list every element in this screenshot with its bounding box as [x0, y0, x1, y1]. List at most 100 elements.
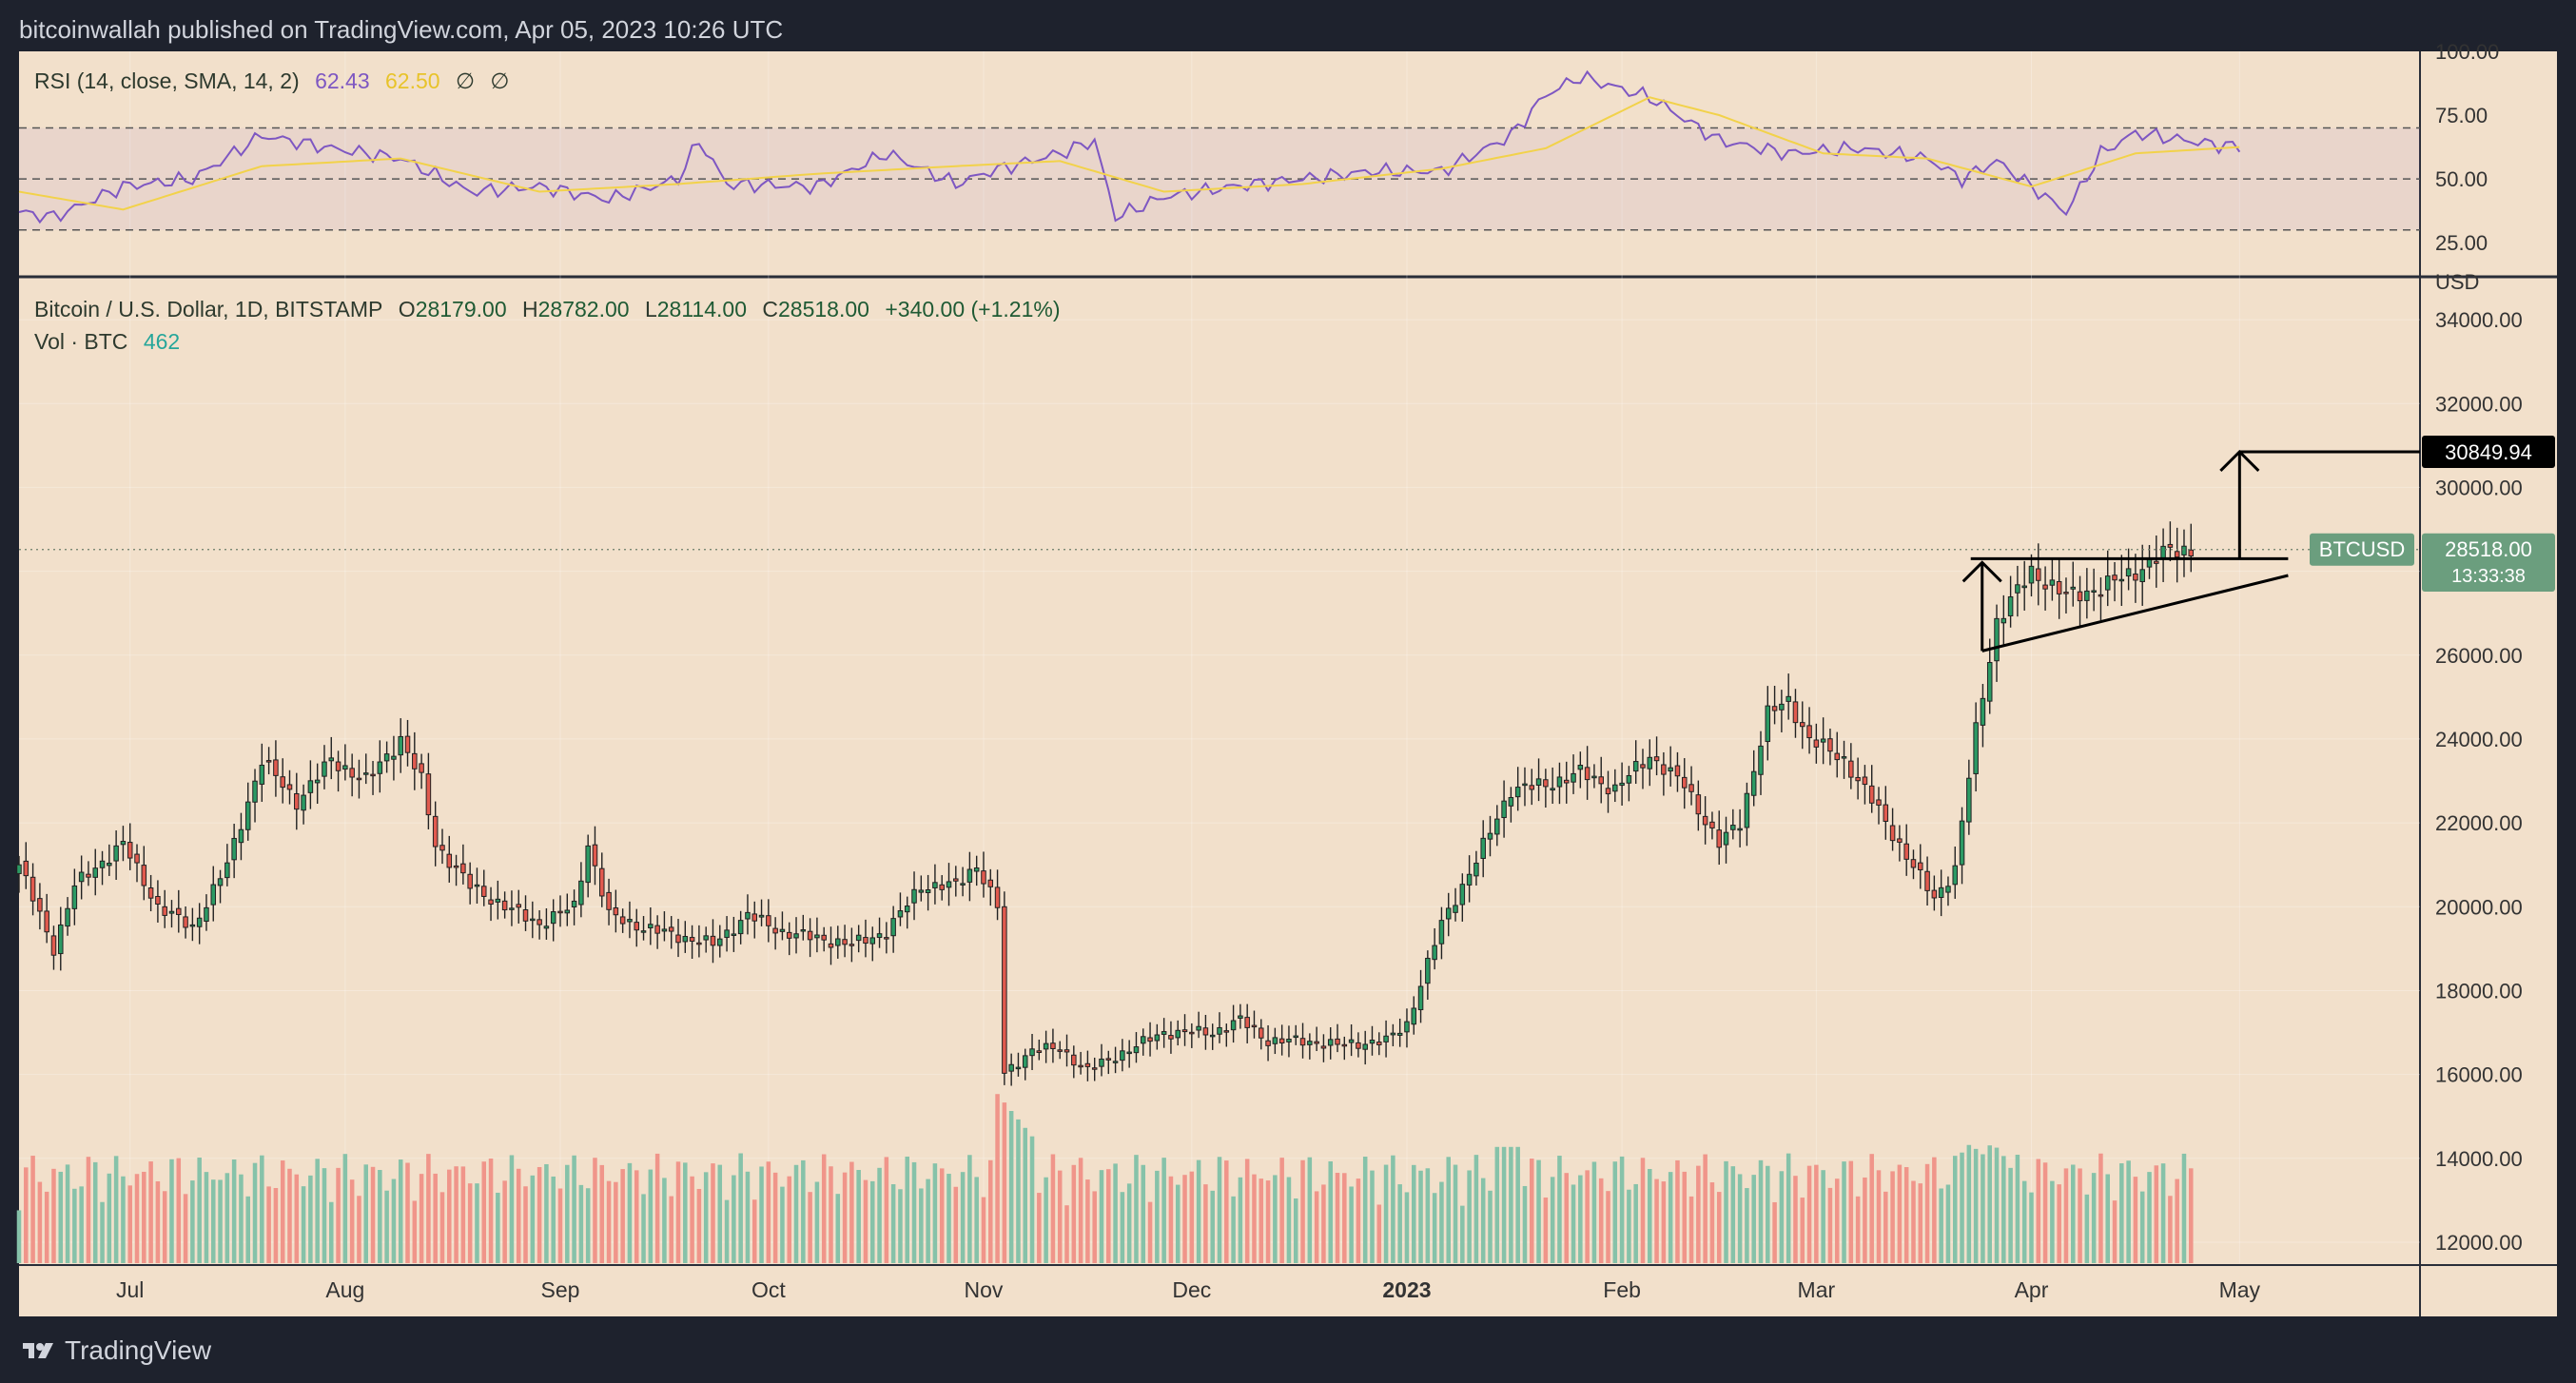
volume-label: Vol · BTC	[34, 329, 128, 354]
volume-bar	[793, 1164, 799, 1263]
candle-body	[307, 780, 314, 793]
candle-body	[176, 907, 182, 915]
rsi-legend-sma-value: 62.50	[385, 68, 440, 93]
candle-body	[1786, 695, 1791, 702]
candle-body	[592, 844, 598, 867]
candle-body	[682, 935, 689, 943]
volume-bar	[1557, 1156, 1562, 1263]
volume-bar	[1411, 1164, 1416, 1263]
volume-bar	[1696, 1165, 1701, 1263]
candle-body	[1057, 1049, 1063, 1052]
volume-bar	[391, 1178, 397, 1263]
volume-bar	[780, 1186, 785, 1263]
volume-bar	[502, 1180, 507, 1263]
volume-bar	[2133, 1177, 2138, 1263]
candle-body	[1404, 1021, 1410, 1033]
candle-body	[1550, 788, 1555, 791]
volume-bar	[614, 1181, 618, 1263]
countdown-text: 13:33:38	[2451, 566, 2526, 587]
candle-body	[412, 752, 418, 769]
candle-body	[571, 900, 577, 907]
candle-body	[280, 776, 285, 789]
candle-body	[807, 930, 813, 941]
volume-bar	[1668, 1172, 1673, 1263]
candle-body	[1411, 1007, 1417, 1025]
volume-bar	[599, 1164, 605, 1263]
candle-body	[259, 764, 265, 785]
candle-body	[1126, 1051, 1132, 1055]
volume-bar	[481, 1161, 487, 1263]
candle-body	[745, 911, 751, 920]
volume-bar	[1008, 1111, 1014, 1263]
volume-bar	[1106, 1169, 1111, 1263]
time-axis-tick: Feb	[1603, 1277, 1641, 1302]
volume-bar	[2001, 1156, 2006, 1263]
candle-body	[987, 879, 994, 887]
volume-bar	[1064, 1205, 1069, 1263]
candle-body	[1994, 617, 2000, 662]
candle-body	[1702, 815, 1708, 826]
candle-body	[1022, 1055, 1028, 1068]
volume-bar	[169, 1159, 174, 1263]
time-axis-tick: 2023	[1382, 1277, 1431, 1302]
last-price-tag	[2422, 533, 2555, 592]
tradingview-brand[interactable]: TradingView	[21, 1335, 211, 1366]
candle-body	[474, 884, 480, 887]
volume-bar	[877, 1167, 882, 1263]
candle-body	[1327, 1039, 1334, 1046]
candle-body	[1508, 796, 1514, 807]
volume-bar	[711, 1163, 715, 1263]
volume-bar	[142, 1171, 146, 1263]
volume-bar	[176, 1158, 182, 1263]
volume-bar	[1648, 1168, 1652, 1263]
candle-body	[1015, 1066, 1022, 1070]
volume-bar	[79, 1186, 84, 1263]
candle-body	[1189, 1031, 1195, 1035]
volume-bar	[1814, 1164, 1819, 1263]
candle-body	[1563, 779, 1570, 784]
volume-bar	[1654, 1178, 1659, 1263]
volume-bar	[662, 1178, 667, 1263]
volume-bar	[835, 1194, 841, 1263]
candle-body	[1820, 738, 1826, 743]
candle-body	[1417, 985, 1424, 1011]
candle-body	[1584, 767, 1590, 781]
volume-bar	[939, 1168, 945, 1263]
volume-bar	[829, 1166, 833, 1263]
volume-bar	[1349, 1186, 1354, 1263]
volume-bar	[1342, 1173, 1347, 1263]
volume-bar	[932, 1163, 938, 1263]
candle-body	[1876, 799, 1882, 806]
volume-bar	[224, 1173, 230, 1263]
volume-bar	[926, 1178, 930, 1263]
candle-body	[1813, 739, 1820, 748]
candle-body	[44, 910, 49, 933]
rsi-axis-tick: 75.00	[2435, 104, 2488, 127]
volume-bar	[107, 1173, 112, 1263]
candle-body	[1161, 1031, 1167, 1035]
candle-body	[1750, 770, 1757, 796]
volume-bar	[2112, 1200, 2117, 1263]
volume-bar	[1224, 1160, 1229, 1263]
candle-body	[1771, 706, 1778, 711]
candle-body	[2070, 586, 2077, 590]
candle-body	[58, 924, 64, 955]
volume-bar	[1987, 1145, 1992, 1263]
candle-body	[1438, 920, 1445, 945]
candle-body	[1938, 886, 1944, 898]
candle-body	[383, 753, 390, 762]
volume-bar	[2042, 1162, 2048, 1263]
candle-body	[751, 913, 758, 922]
candle-body	[362, 772, 369, 775]
candle-body	[1668, 767, 1673, 772]
candle-body	[800, 929, 807, 932]
volume-bar	[1016, 1119, 1021, 1263]
candle-body	[1043, 1042, 1049, 1050]
volume-bar	[2036, 1159, 2041, 1263]
candle-body	[2167, 543, 2174, 548]
candle-body	[2125, 568, 2132, 577]
volume-bar	[162, 1191, 167, 1263]
candle-body	[1986, 662, 1993, 702]
candle-body	[1903, 843, 1909, 860]
candle-body	[210, 884, 217, 906]
